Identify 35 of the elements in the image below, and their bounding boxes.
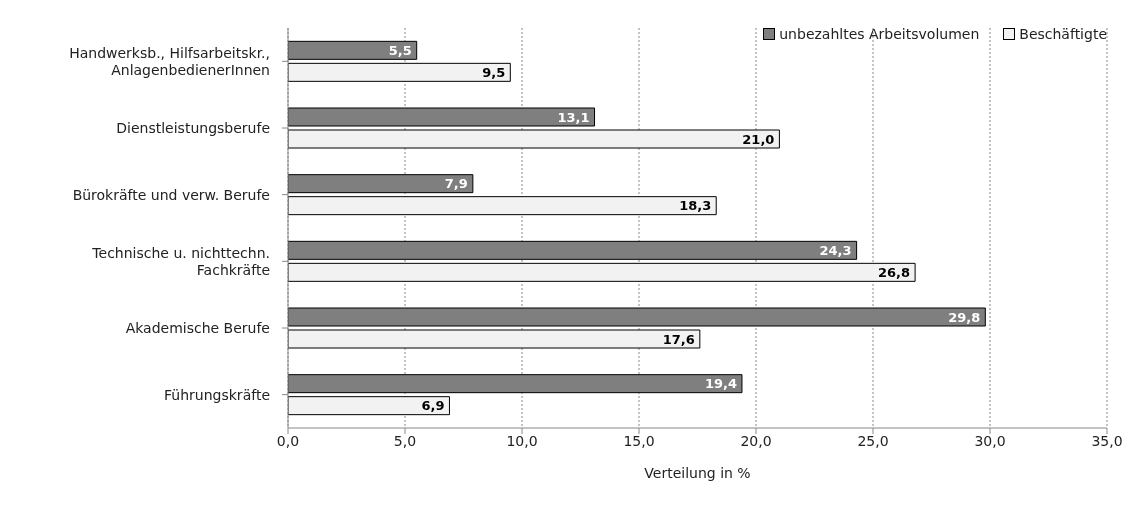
y-tick-label: Führungskräfte xyxy=(164,386,270,403)
data-label: 19,4 xyxy=(704,376,737,392)
x-axis-title: Verteilung in % xyxy=(644,465,751,481)
y-tick-label: Bürokräfte und verw. Berufe xyxy=(72,186,270,203)
data-label: 26,8 xyxy=(878,264,911,280)
x-tick-label: 10,0 xyxy=(506,432,538,449)
data-label: 9,5 xyxy=(482,64,506,80)
legend-label: unbezahltes Arbeitsvolumen xyxy=(779,26,980,42)
data-label: 5,5 xyxy=(388,42,412,58)
y-tick-label: Technische u. nichttechn. Fachkräfte xyxy=(91,244,270,278)
x-tick-label: 30,0 xyxy=(974,432,1006,449)
data-label: 6,9 xyxy=(421,398,445,414)
bar xyxy=(288,329,701,349)
bar xyxy=(288,196,717,216)
bar xyxy=(288,396,450,416)
x-tick-label: 0,0 xyxy=(276,432,300,449)
data-label: 21,0 xyxy=(742,131,775,147)
legend-label: Beschäftigte xyxy=(1019,26,1107,42)
data-label: 18,3 xyxy=(679,198,712,214)
data-label: 13,1 xyxy=(557,109,590,125)
x-tick-label: 20,0 xyxy=(740,432,772,449)
x-tick-label: 5,0 xyxy=(393,432,417,449)
data-label: 17,6 xyxy=(662,331,695,347)
x-tick-label: 35,0 xyxy=(1091,432,1123,449)
x-tick-label: 25,0 xyxy=(857,432,889,449)
y-tick-label: Akademische Berufe xyxy=(125,319,270,336)
bar xyxy=(288,129,780,149)
bar xyxy=(288,62,511,82)
bar xyxy=(288,262,916,282)
data-label: 24,3 xyxy=(819,242,852,258)
data-label: 29,8 xyxy=(948,309,981,325)
x-tick-label: 15,0 xyxy=(623,432,655,449)
y-tick-label: Dienstleistungsberufe xyxy=(116,119,270,136)
data-label: 7,9 xyxy=(444,176,468,192)
y-tick-label: Handwerksb., Hilfsarbeitskr., AnlagenbedienerInnen xyxy=(69,44,270,78)
